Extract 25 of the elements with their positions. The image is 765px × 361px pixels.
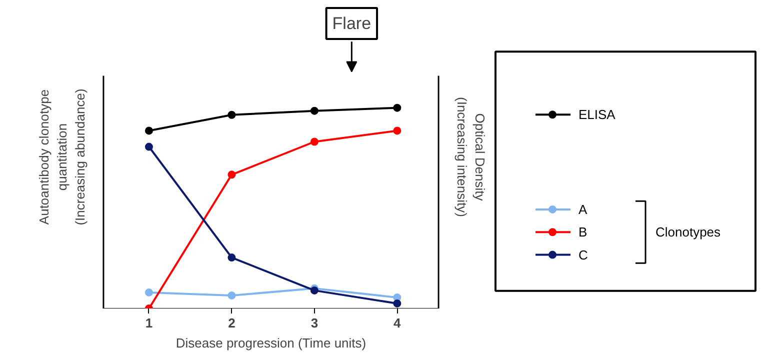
point	[393, 126, 402, 135]
point	[228, 110, 236, 119]
y2-axis-title: Optical Density (Increasing intensity)	[454, 97, 488, 217]
point	[310, 106, 318, 115]
point	[144, 142, 153, 151]
legend-label: ELISA	[578, 107, 616, 122]
point	[393, 299, 402, 308]
x-tick-label: 4	[394, 316, 402, 330]
x-tick-label: 1	[145, 316, 153, 330]
x-tick-label: 3	[310, 316, 318, 330]
legend-label: A	[578, 202, 588, 217]
point	[144, 288, 153, 296]
x-axis-title: Disease progression (Time units)	[176, 336, 366, 350]
legend-label: C	[578, 247, 588, 262]
text: Clonotypes	[656, 224, 722, 240]
point	[228, 291, 236, 300]
y-axis-title: Autoantibody clonotype quantitation (Increasing abundance)	[36, 88, 88, 226]
legend-label: B	[578, 224, 588, 240]
point	[310, 138, 318, 146]
x-tick-label: 2	[228, 316, 236, 330]
point	[393, 104, 402, 112]
text: Flare	[332, 14, 372, 34]
point	[228, 170, 236, 179]
point	[228, 254, 236, 262]
point	[144, 126, 153, 135]
